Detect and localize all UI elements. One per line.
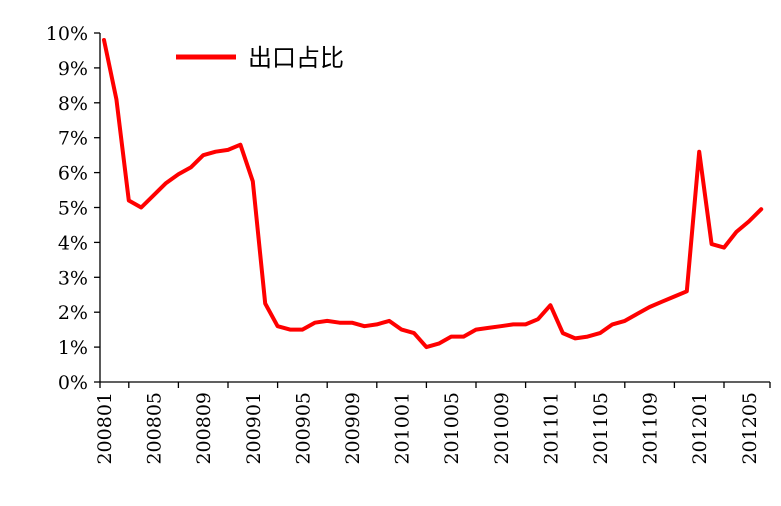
- data-point: [610, 322, 614, 326]
- data-point: [623, 319, 627, 323]
- data-point: [524, 322, 528, 326]
- data-point: [102, 38, 106, 42]
- data-point: [201, 153, 205, 157]
- data-point: [313, 321, 317, 325]
- x-tick-label: 201005: [441, 392, 463, 465]
- x-tick-label: 201105: [590, 392, 612, 465]
- data-point: [127, 199, 131, 203]
- x-tick-label: 201109: [640, 392, 662, 465]
- data-point: [338, 321, 342, 325]
- x-tick-label: 201009: [491, 392, 513, 465]
- data-point: [499, 324, 503, 328]
- x-tick-label: 200905: [292, 392, 314, 465]
- series-line-export-share: [102, 38, 764, 350]
- data-point: [561, 331, 565, 335]
- data-point: [400, 328, 404, 332]
- data-point: [226, 148, 230, 152]
- data-point: [474, 328, 478, 332]
- data-point: [536, 317, 540, 321]
- data-point: [139, 206, 143, 210]
- y-tick-label: 5%: [58, 198, 88, 220]
- data-point: [722, 246, 726, 250]
- data-point: [214, 150, 218, 154]
- data-point: [710, 242, 714, 246]
- y-tick-label: 0%: [58, 372, 88, 394]
- data-point: [176, 172, 180, 176]
- data-point: [598, 331, 602, 335]
- y-tick-label: 4%: [58, 232, 88, 254]
- data-point: [164, 181, 168, 185]
- x-tick-label: 200901: [243, 392, 265, 465]
- data-point: [462, 335, 466, 339]
- x-tick-label: 200805: [144, 392, 166, 465]
- data-point: [672, 295, 676, 299]
- y-tick-label: 3%: [58, 267, 88, 289]
- data-point: [387, 319, 391, 323]
- data-point: [189, 165, 193, 169]
- data-point: [697, 150, 701, 154]
- data-point: [437, 342, 441, 346]
- data-point: [685, 289, 689, 293]
- data-point: [449, 335, 453, 339]
- data-point: [325, 319, 329, 323]
- data-point: [238, 143, 242, 147]
- data-point: [288, 328, 292, 332]
- data-point: [276, 324, 280, 328]
- data-point: [152, 193, 156, 197]
- data-point: [375, 322, 379, 326]
- y-tick-label: 7%: [58, 128, 88, 150]
- y-axis: 0% 1% 2% 3% 4% 5% 6% 7% 8% 9% 10%: [46, 23, 101, 394]
- data-point: [263, 302, 267, 306]
- x-tick-label: 200801: [94, 392, 116, 465]
- data-point: [511, 322, 515, 326]
- data-point: [424, 345, 428, 349]
- legend-label: 出口占比: [248, 44, 344, 72]
- data-point: [548, 303, 552, 307]
- legend: 出口占比: [176, 44, 344, 72]
- x-tick-label: 201205: [739, 392, 761, 465]
- data-point: [635, 312, 639, 316]
- y-tick-label: 6%: [58, 163, 88, 185]
- y-tick-label: 10%: [46, 23, 88, 45]
- data-point: [412, 331, 416, 335]
- x-tick-label: 200909: [342, 392, 364, 465]
- x-tick-label: 201201: [689, 392, 711, 465]
- series-layer: [102, 38, 764, 350]
- data-point: [251, 179, 255, 183]
- y-tick-label: 1%: [58, 337, 88, 359]
- data-point: [114, 97, 118, 101]
- y-tick-label: 8%: [58, 93, 88, 115]
- y-tick-label: 9%: [58, 58, 88, 80]
- data-point: [362, 324, 366, 328]
- data-point: [660, 300, 664, 304]
- data-point: [734, 230, 738, 234]
- data-point: [350, 321, 354, 325]
- data-point: [573, 336, 577, 340]
- x-axis: 200801 200805 200809 200901 200905 200909 2010…: [94, 381, 771, 465]
- x-tick-label: 200809: [193, 392, 215, 465]
- x-tick-label: 201001: [392, 392, 414, 465]
- y-tick-label: 2%: [58, 302, 88, 324]
- data-point: [586, 335, 590, 339]
- data-point: [486, 326, 490, 330]
- data-point: [759, 207, 763, 211]
- data-point: [648, 305, 652, 309]
- data-point: [747, 220, 751, 224]
- x-tick-label: 201101: [540, 392, 562, 465]
- data-point: [300, 328, 304, 332]
